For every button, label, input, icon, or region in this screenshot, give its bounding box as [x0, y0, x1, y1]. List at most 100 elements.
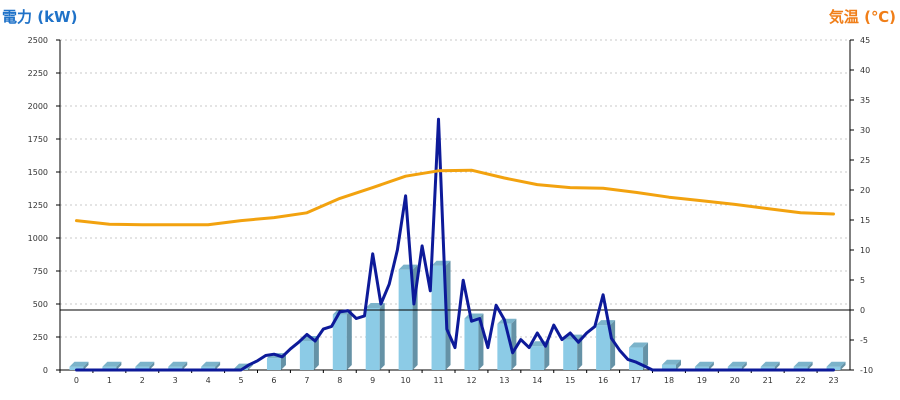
- bar: [398, 269, 413, 370]
- bar-side: [445, 260, 451, 370]
- y-left-tick-label: 1250: [28, 201, 48, 210]
- bar-side: [116, 361, 122, 370]
- x-tick-label: 22: [796, 376, 806, 385]
- y-right-tick-label: 25: [860, 156, 870, 165]
- bar-side: [215, 361, 221, 370]
- bar: [464, 318, 479, 370]
- y-left-tick-label: 2000: [28, 102, 48, 111]
- x-tick-label: 8: [337, 376, 342, 385]
- x-tick-label: 15: [565, 376, 575, 385]
- bar-top: [694, 361, 714, 367]
- y-right-tick-label: 40: [860, 66, 870, 75]
- x-tick-label: 7: [304, 376, 309, 385]
- y-left-tick-label: 2250: [28, 69, 48, 78]
- x-tick-label: 18: [664, 376, 674, 385]
- x-tick-label: 0: [74, 376, 79, 385]
- bar: [69, 366, 84, 370]
- bar-top: [760, 361, 780, 367]
- bar-side: [346, 309, 352, 370]
- bar-side: [643, 342, 649, 370]
- bar-side: [774, 361, 780, 370]
- bar: [760, 366, 775, 370]
- bar-side: [544, 341, 550, 370]
- left-axis-title: 電力 (kW): [2, 8, 78, 26]
- y-left-tick-label: 0: [43, 366, 48, 375]
- bar-top: [201, 361, 221, 367]
- y-right-tick-label: 15: [860, 216, 870, 225]
- x-tick-label: 9: [370, 376, 375, 385]
- x-tick-label: 12: [466, 376, 476, 385]
- bar-top: [431, 260, 451, 266]
- x-tick-label: 11: [433, 376, 443, 385]
- bar: [332, 314, 347, 370]
- power-line: [75, 117, 835, 372]
- bar: [266, 358, 281, 370]
- bar: [563, 339, 578, 370]
- y-left-tick-label: 1500: [28, 168, 48, 177]
- bar-top: [398, 264, 418, 270]
- bar-side: [807, 361, 813, 370]
- y-right-tick-label: 10: [860, 246, 870, 255]
- x-tick-label: 21: [763, 376, 773, 385]
- y-right-tick-label: 20: [860, 186, 870, 195]
- bar: [431, 265, 446, 370]
- x-tick-label: 4: [206, 376, 211, 385]
- bar: [826, 366, 841, 370]
- bar: [629, 347, 644, 370]
- y-right-tick-label: 30: [860, 126, 870, 135]
- x-tick-label: 20: [730, 376, 740, 385]
- x-tick-label: 23: [828, 376, 838, 385]
- x-tick-label: 1: [107, 376, 112, 385]
- x-tick-label: 2: [140, 376, 145, 385]
- temperature-line: [75, 168, 835, 227]
- bar-top: [69, 361, 89, 367]
- bar: [497, 323, 512, 370]
- bar-side: [313, 335, 319, 370]
- bar: [694, 366, 709, 370]
- bar-side: [83, 361, 89, 370]
- bar-side: [840, 361, 846, 370]
- y-left-tick-label: 500: [33, 300, 48, 309]
- x-tick-label: 16: [598, 376, 608, 385]
- x-tick-label: 17: [631, 376, 641, 385]
- x-tick-label: 6: [271, 376, 276, 385]
- bar: [102, 366, 117, 370]
- bar-top: [102, 361, 122, 367]
- x-tick-label: 19: [697, 376, 707, 385]
- y-left-tick-label: 250: [33, 333, 48, 342]
- bar-top: [629, 342, 649, 348]
- y-right-tick-label: -10: [860, 366, 873, 375]
- bar: [201, 366, 216, 370]
- bar: [135, 366, 150, 370]
- y-left-tick-label: 1000: [28, 234, 48, 243]
- y-left-tick-label: 1750: [28, 135, 48, 144]
- y-right-tick-label: 45: [860, 36, 870, 45]
- bar-side: [149, 361, 155, 370]
- bar: [365, 307, 380, 370]
- bar: [596, 325, 611, 370]
- bar: [727, 366, 742, 370]
- x-tick-label: 10: [401, 376, 411, 385]
- y-left-tick-label: 2500: [28, 36, 48, 45]
- bar-top: [661, 359, 681, 365]
- bar: [661, 364, 676, 370]
- bar: [168, 366, 183, 370]
- bar-top: [596, 320, 616, 326]
- y-right-tick-label: 5: [860, 276, 865, 285]
- bar-side: [182, 361, 188, 370]
- bar: [530, 346, 545, 370]
- x-tick-label: 13: [499, 376, 509, 385]
- bar-top: [135, 361, 155, 367]
- y-left-tick-label: 750: [33, 267, 48, 276]
- bar-top: [497, 318, 517, 324]
- bar-top: [727, 361, 747, 367]
- bar-side: [708, 361, 714, 370]
- y-right-tick-label: -5: [860, 336, 868, 345]
- bar-side: [741, 361, 747, 370]
- bar-top: [793, 361, 813, 367]
- right-axis-title: 気温 (℃): [828, 8, 896, 26]
- x-tick-label: 14: [532, 376, 542, 385]
- y-right-tick-label: 0: [860, 306, 865, 315]
- bar-side: [379, 302, 385, 370]
